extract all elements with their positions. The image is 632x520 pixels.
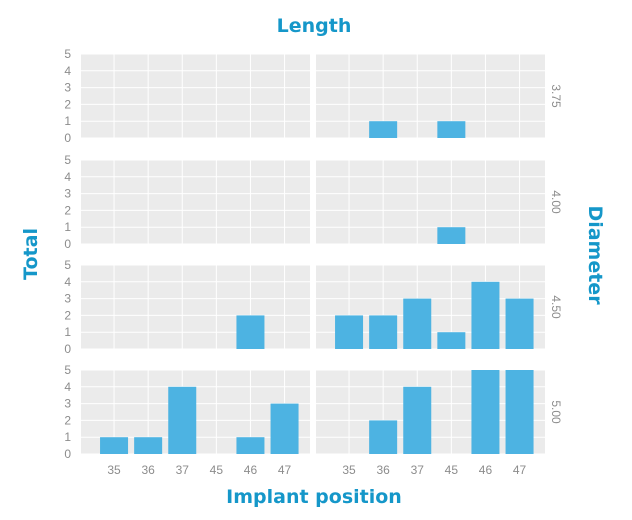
- y-tick-label: 4: [64, 380, 71, 394]
- panel-background: [316, 54, 545, 138]
- x-tick-label: 47: [513, 463, 527, 477]
- facet-panel-r3-c2: [316, 264, 545, 350]
- x-tick-label: 47: [278, 463, 292, 477]
- facet-panel-r1-c2: [316, 53, 545, 139]
- bar-37: [403, 386, 432, 454]
- x-tick-label: 37: [176, 463, 190, 477]
- bar-36: [369, 121, 398, 138]
- row-strip-label: 5.00: [549, 400, 563, 424]
- x-tick-label: 37: [411, 463, 425, 477]
- panel-background: [81, 160, 310, 244]
- y-axis-label: Total: [20, 228, 42, 280]
- y-tick-label: 0: [64, 131, 71, 145]
- y-tick-label: 2: [64, 97, 71, 111]
- facet-panel-r3-c1: 0 1 2 3 4 5: [64, 258, 310, 356]
- y-tick-label: 0: [64, 237, 71, 251]
- x-tick-label: 45: [445, 463, 459, 477]
- facet-panel-r4-c2: 35 36 37 45 46 47: [316, 369, 545, 477]
- facet-panel-r1-c1: 0 1 2 3 4 5: [64, 47, 310, 145]
- facet-panel-r2-c1: 0 1 2 3 4 5: [64, 153, 310, 251]
- bar-37: [168, 386, 197, 454]
- y-tick-label: 3: [64, 187, 71, 201]
- bar-45: [437, 332, 466, 349]
- y-tick-label: 3: [64, 292, 71, 306]
- bar-45: [437, 121, 466, 138]
- row-strip-label: 4.50: [549, 295, 563, 319]
- y-tick-label: 4: [64, 170, 71, 184]
- y-tick-label: 1: [64, 430, 71, 444]
- x-tick-label: 36: [141, 463, 155, 477]
- row-strip-label: 4.00: [549, 190, 563, 214]
- y-tick-label: 0: [64, 342, 71, 356]
- panel-background: [81, 54, 310, 138]
- y-tick-label: 5: [64, 363, 71, 377]
- bar-46: [236, 315, 265, 349]
- y-tick-label: 0: [64, 447, 71, 461]
- bar-47: [270, 403, 299, 454]
- bar-36: [134, 437, 163, 454]
- y-tick-label: 3: [64, 81, 71, 95]
- bar-47: [505, 298, 534, 349]
- y-tick-label: 4: [64, 275, 71, 289]
- x-tick-label: 36: [376, 463, 390, 477]
- bar-35: [335, 315, 364, 349]
- panel-background: [81, 265, 310, 349]
- x-axis-label: Implant position: [226, 486, 402, 508]
- facet-panel-r2-c2: [316, 159, 545, 245]
- y-tick-label: 5: [64, 153, 71, 167]
- x-tick-label: 35: [107, 463, 121, 477]
- y-tick-label: 4: [64, 64, 71, 78]
- y-tick-label: 5: [64, 47, 71, 61]
- y-tick-label: 2: [64, 203, 71, 217]
- chart-title: Length: [277, 15, 352, 37]
- y-tick-label: 2: [64, 413, 71, 427]
- x-tick-label: 46: [479, 463, 493, 477]
- bar-45: [437, 227, 466, 244]
- y-tick-label: 1: [64, 325, 71, 339]
- bar-36: [369, 420, 398, 454]
- panel-background: [316, 160, 545, 244]
- bar-46: [471, 281, 500, 349]
- y-tick-label: 1: [64, 114, 71, 128]
- bar-36: [369, 315, 398, 349]
- bar-46: [471, 370, 500, 454]
- y-tick-label: 2: [64, 308, 71, 322]
- bar-46: [236, 437, 265, 454]
- y-tick-label: 3: [64, 397, 71, 411]
- x-tick-label: 45: [210, 463, 224, 477]
- y-tick-label: 5: [64, 258, 71, 272]
- y-tick-label: 1: [64, 220, 71, 234]
- row-strip-label: 3.75: [549, 84, 563, 108]
- x-tick-label: 46: [244, 463, 258, 477]
- x-tick-label: 35: [342, 463, 356, 477]
- bar-37: [403, 298, 432, 349]
- bar-47: [505, 370, 534, 454]
- bar-35: [100, 437, 129, 454]
- facet-row-axis-label: Diameter: [584, 205, 606, 305]
